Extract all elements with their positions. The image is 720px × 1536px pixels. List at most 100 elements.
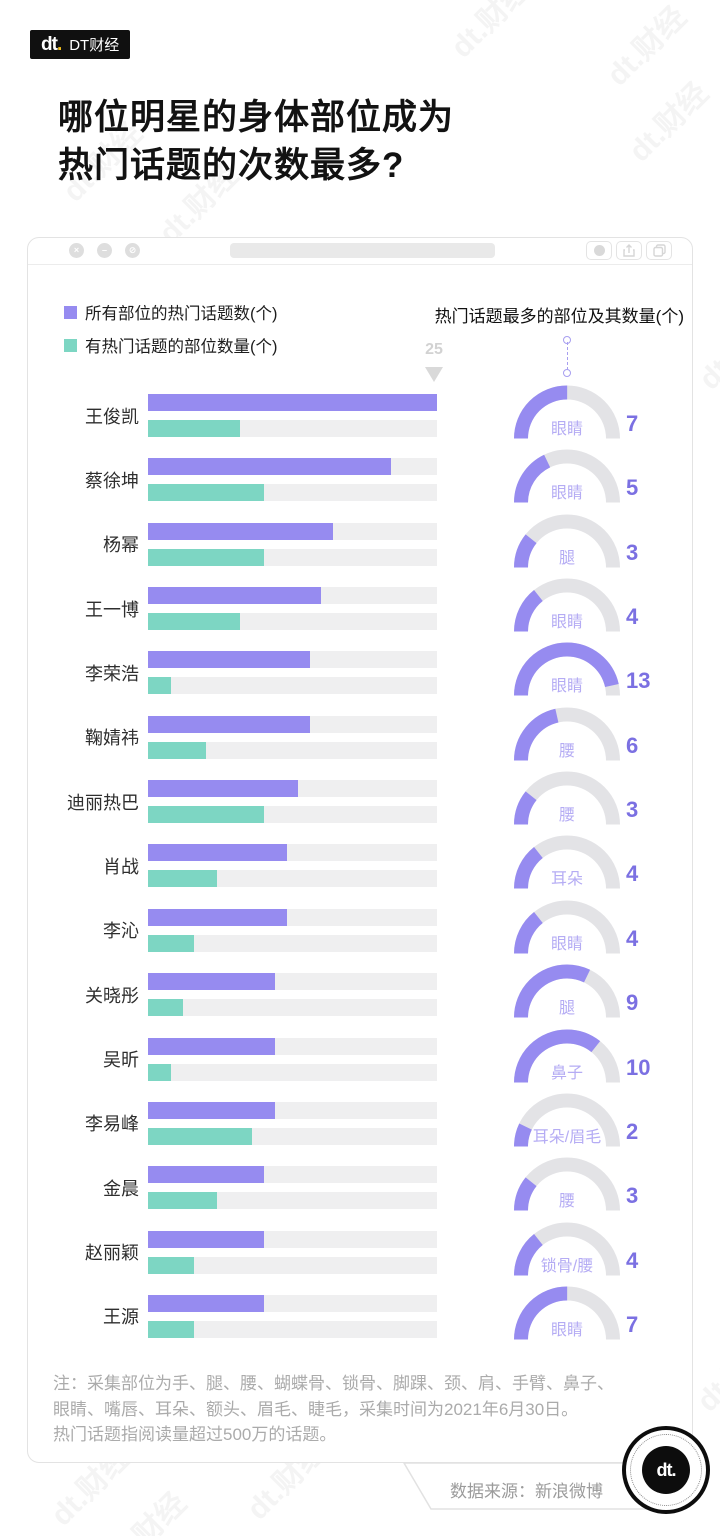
celebrity-name: 王一博 <box>85 599 139 620</box>
parts-bar-track <box>148 1320 437 1338</box>
gauge-value: 7 <box>626 1311 639 1337</box>
gauge-value: 3 <box>626 1183 639 1209</box>
dt-seal-logo-icon: dt. <box>642 1446 690 1494</box>
celebrity-name: 迪丽热巴 <box>67 792 139 813</box>
celebrity-name: 蔡徐坤 <box>85 470 139 491</box>
topics-bar-track <box>148 844 437 862</box>
parts-bar-track <box>148 1256 437 1274</box>
gauge-part-label: 眼睛 <box>550 485 583 503</box>
gauge-part-label: 腰 <box>558 1193 575 1211</box>
gauge-part-label: 耳朵/眉毛 <box>532 1128 602 1146</box>
topics-bar-track <box>148 394 437 411</box>
gauge-value: 3 <box>626 797 639 823</box>
gauge-part-label: 腰 <box>558 742 575 760</box>
window-titlebar: × – ⊘ <box>28 238 692 265</box>
parts-bar <box>148 806 264 824</box>
parts-bar-track <box>148 420 437 437</box>
topics-bar-track <box>148 1230 437 1248</box>
topics-bar-track <box>148 587 437 605</box>
celebrity-name: 王源 <box>103 1307 139 1328</box>
block-icon[interactable]: ⊘ <box>125 243 140 258</box>
parts-bar <box>148 870 218 888</box>
brand-name: DT财经 <box>69 37 120 54</box>
gauge-part-label: 锁骨/腰 <box>540 1257 594 1275</box>
minimize-icon[interactable]: – <box>97 243 112 258</box>
record-icon <box>593 245 605 256</box>
axis-marker-triangle-icon <box>425 367 443 382</box>
parts-bar-track <box>148 677 437 695</box>
page-title: 哪位明星的身体部位成为 热门话题的次数最多? <box>58 94 454 190</box>
address-bar[interactable] <box>230 243 495 258</box>
close-icon[interactable]: × <box>69 243 84 258</box>
topics-bar <box>148 973 276 991</box>
parts-bar <box>148 1256 195 1274</box>
celebrity-name: 李沁 <box>103 921 139 942</box>
watermark-text: dt.财经 <box>100 1486 193 1536</box>
footnote-line-2: 眼睛、嘴唇、耳朵、额头、眉毛、睫毛，采集时间为2021年6月30日。 <box>53 1399 579 1419</box>
gauge-part-label: 鼻子 <box>550 1064 583 1082</box>
gauge-part-label: 耳朵 <box>550 871 583 889</box>
tabs-button[interactable] <box>646 241 672 260</box>
topics-bar <box>148 1037 276 1055</box>
top-part-gauge: 鼻子 <box>514 1029 620 1083</box>
parts-bar-track <box>148 870 437 888</box>
topics-bar <box>148 458 391 476</box>
celebrity-name: 杨幂 <box>103 535 139 556</box>
parts-bar-track <box>148 934 437 952</box>
parts-bar-track <box>148 806 437 824</box>
gauge-arc-icon <box>514 1029 620 1083</box>
share-button[interactable] <box>616 241 642 260</box>
gauge-arc-icon <box>514 707 620 761</box>
top-part-gauge: 腿 <box>514 514 620 568</box>
top-part-gauge: 锁骨/腰 <box>514 1222 620 1276</box>
topics-bar <box>148 651 310 669</box>
topics-bar-track <box>148 458 437 476</box>
gauge-value: 9 <box>626 990 639 1016</box>
gauge-value: 4 <box>626 861 639 887</box>
topics-bar-track <box>148 1166 437 1184</box>
legend-label-topics: 所有部位的热门话题数(个) <box>85 305 278 323</box>
celebrity-name: 关晓彤 <box>85 985 139 1006</box>
gauge-column-header: 热门话题最多的部位及其数量(个) <box>434 307 684 326</box>
celebrity-name: 李易峰 <box>85 1114 139 1135</box>
gauge-part-label: 眼睛 <box>550 614 583 632</box>
gauge-arc-icon <box>514 385 620 439</box>
topics-bar-track <box>148 1101 437 1119</box>
gauge-value: 6 <box>626 732 639 758</box>
gauge-part-label: 腰 <box>558 807 575 825</box>
title-line-2: 热门话题的次数最多? <box>58 146 405 185</box>
top-part-gauge: 腰 <box>514 771 620 825</box>
topics-bar-track <box>148 522 437 540</box>
connector-dashed-line <box>566 342 568 370</box>
parts-bar-track <box>148 548 437 566</box>
celebrity-name: 王俊凯 <box>85 406 139 427</box>
topics-bar <box>148 522 333 540</box>
record-button[interactable] <box>586 241 612 260</box>
top-part-gauge: 眼睛 <box>514 900 620 954</box>
axis-marker-label: 25 <box>425 341 443 358</box>
celebrity-name: 鞠婧祎 <box>85 728 139 749</box>
legend-item-topics: 所有部位的热门话题数(个) <box>64 300 278 324</box>
gauge-value: 4 <box>626 925 639 951</box>
parts-bar <box>148 1127 253 1145</box>
browser-window: × – ⊘ 所有部位的热门话题数(个) 有热门话题 <box>27 237 693 1463</box>
parts-bar <box>148 677 172 695</box>
parts-bar <box>148 420 241 437</box>
topics-bar-track <box>148 651 437 669</box>
celebrity-name: 肖战 <box>103 856 139 877</box>
topics-bar <box>148 1294 264 1312</box>
top-part-gauge: 眼睛 <box>514 1286 620 1340</box>
celebrity-name: 金晨 <box>103 1178 139 1199</box>
top-part-gauge: 眼睛 <box>514 449 620 504</box>
topics-bar-track <box>148 973 437 991</box>
celebrity-name: 李荣浩 <box>85 663 139 684</box>
gauge-value: 4 <box>626 1247 639 1273</box>
legend-swatch-topics <box>64 305 77 319</box>
gauge-part-label: 腿 <box>558 549 575 567</box>
watermark-text: dt.财经 <box>622 76 715 169</box>
gauge-part-label: 眼睛 <box>550 421 583 438</box>
watermark-text: dt.财经 <box>444 0 537 65</box>
topics-bar-track <box>148 715 437 733</box>
title-line-1: 哪位明星的身体部位成为 <box>58 98 455 137</box>
topics-bar <box>148 780 299 798</box>
